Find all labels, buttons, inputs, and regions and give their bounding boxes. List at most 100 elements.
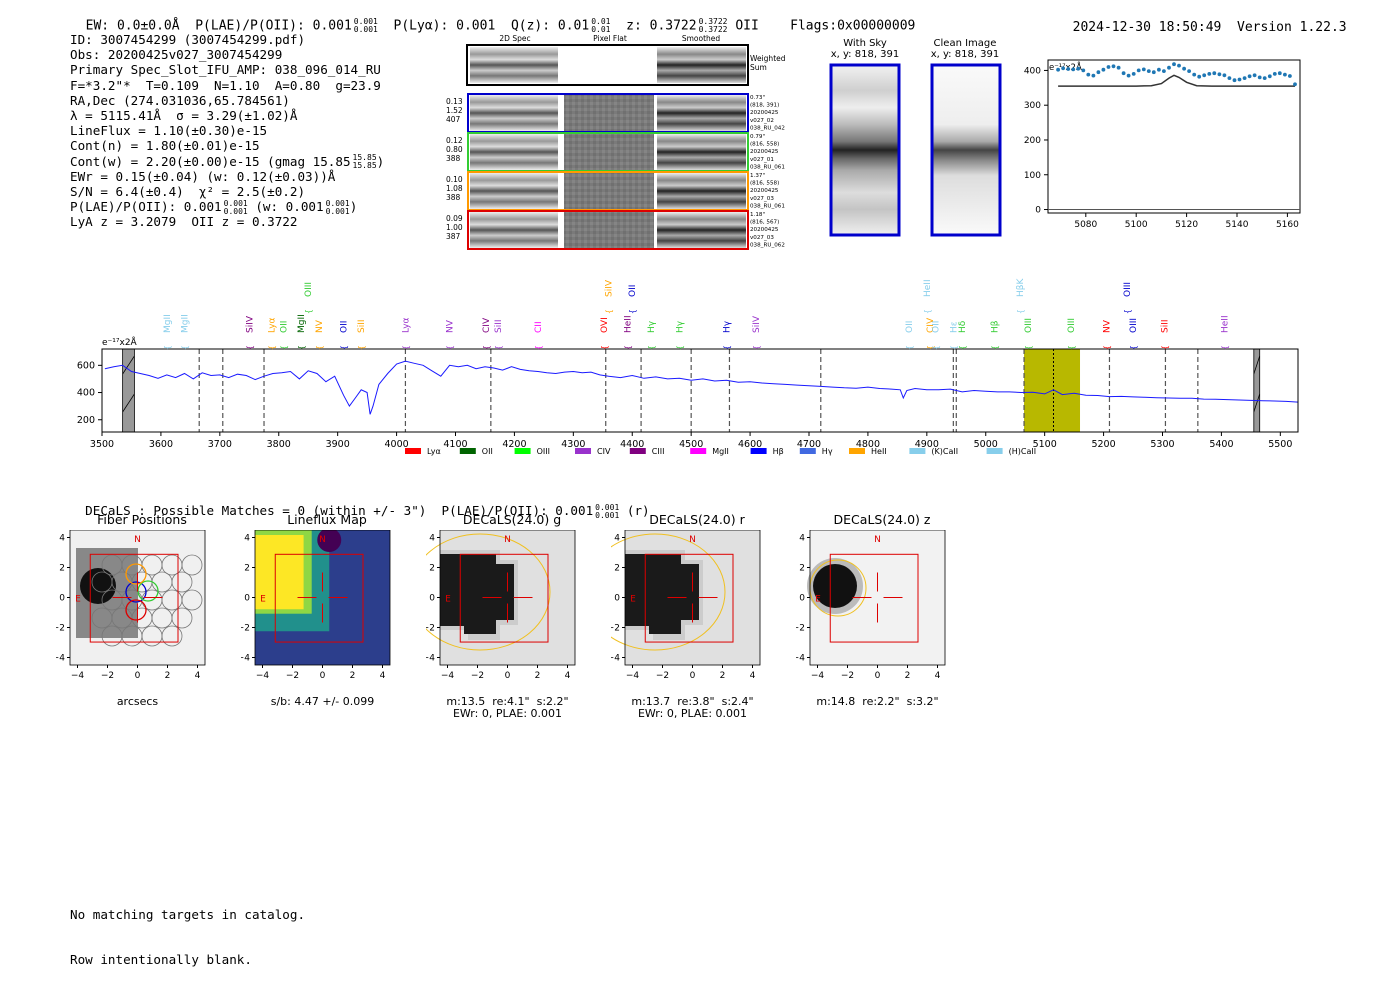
decals-panel-image: N E −4 −4 −2 −2 0 0 2 2 4 4 (611, 530, 761, 681)
zoom-point (1202, 73, 1207, 78)
decals-caption-line-1: s/b: 4.47 +/- 0.099 (270, 695, 375, 708)
zoom-point (1061, 66, 1065, 71)
spec-line-label-text: CII (534, 321, 544, 333)
fiber-circle (171, 607, 193, 629)
spec-line-label-brace: { (991, 345, 1000, 350)
header-plae: P(LAE)/P(OII): 0.001 (195, 18, 352, 34)
cutout-meta-0-3: v027_02 (750, 118, 774, 124)
zoom-ytick-label: 100 (1024, 171, 1041, 181)
header-qz: Q(z): 0.01 (510, 18, 590, 34)
panel-ytick-label: −2 (611, 624, 620, 634)
cutout-v3-0: 407 (446, 115, 461, 124)
panel-xtick-label: 2 (905, 671, 911, 681)
panel-ytick-label: 0 (614, 594, 620, 604)
spec-line-label: HeII { (1220, 315, 1230, 350)
legend-swatch (690, 448, 707, 454)
fiber-circle (181, 589, 203, 611)
decals-summary: DECaLS : Possible Matches = 0 (within +/… (70, 488, 650, 520)
header-plae-sub: 0.001 (353, 25, 378, 34)
spec-line-label-brace: { (163, 345, 172, 350)
cutout-v3-2: 388 (446, 193, 461, 202)
spec-xtick-label: 4300 (561, 439, 585, 450)
spec-line-label-brace: { (647, 345, 656, 350)
panel-xtick-label: 4 (750, 671, 756, 681)
zoom-point (1217, 72, 1222, 77)
weighted-label-a: Weighted (750, 54, 786, 63)
zoom-ytick-label: 400 (1024, 66, 1041, 76)
legend-label: Hβ (773, 447, 784, 456)
panel-xtick-label: −2 (101, 671, 114, 681)
decals-panel-caption: m:13.7 re:3.8" s:2.4" EWr: 0, PLAE: 0.001 (625, 696, 760, 720)
spec-line-label-text: SiII (1160, 319, 1170, 333)
spec-line-label: CII { (534, 321, 544, 350)
spec-line-label-high-text: SiIV (605, 279, 615, 297)
footer-line-2: Row intentionally blank. (70, 952, 252, 967)
spec-line-label-text: CIV (926, 317, 936, 333)
zoom-point (1096, 70, 1101, 75)
cutout-meta-1-0: 0.79" (750, 134, 765, 140)
spec-line-label: MgII { (297, 314, 307, 350)
zoom-point (1081, 68, 1086, 73)
spec-xtick-label: 5300 (1150, 439, 1174, 450)
cutout-col-flat: Pixel Flat (593, 34, 627, 43)
panel-ytick-label: 4 (244, 534, 250, 544)
decals-caption-line-1: arcsecs (116, 695, 159, 708)
panel-xtick-label: 2 (350, 671, 356, 681)
decals-summary-end: (r) (626, 503, 650, 518)
cutout-meta-0-1: (818, 391) (750, 103, 779, 109)
spec-line-label-text: OVI (600, 317, 610, 333)
spec-line-label: OIII { (1067, 318, 1077, 350)
spec-ytick-label: 600 (77, 360, 95, 371)
spec-xtick-label: 4200 (502, 439, 526, 450)
zoom-point (1267, 74, 1272, 79)
east-label: E (630, 595, 636, 605)
zoom-point (1288, 74, 1292, 78)
red-box (459, 553, 549, 643)
decals-panel-image: N E −4 −4 −2 −2 0 0 2 2 4 4 (56, 530, 206, 681)
spec-xtick-label: 5000 (974, 439, 998, 450)
info-params: F=*3.2"* T=0.109 N=1.10 A=0.80 g=23.9 (70, 77, 381, 93)
zoom-point (1277, 71, 1282, 76)
cutout-v3-3: 387 (446, 232, 461, 241)
cutout-smooth-1 (657, 134, 746, 170)
panel-xtick-label: 2 (165, 671, 171, 681)
zoom-point (1131, 72, 1136, 76)
spec-line-label: Hγ { (675, 320, 685, 350)
panel-ytick-label: 2 (614, 564, 620, 574)
panel-xtick-label: 0 (690, 671, 696, 681)
north-label: N (134, 535, 141, 545)
spec-line-label-brace: { (181, 345, 190, 350)
panel-ytick-label: −4 (426, 654, 435, 664)
panel-xtick-label: 2 (535, 671, 541, 681)
legend-label: Hγ (822, 447, 833, 456)
panel-ytick-label: 2 (799, 564, 805, 574)
sky-title: With Sky (843, 38, 887, 49)
panel-ytick-label: −2 (426, 624, 435, 634)
spec-line-label: SiII { (1160, 319, 1170, 350)
cutout-meta-2-3: v027_03 (750, 196, 774, 202)
clean-image (930, 63, 1002, 237)
spec-line-label-brace: { (401, 345, 410, 350)
cutout-meta-2-1: (816, 558) (750, 181, 779, 187)
zoom-point (1222, 73, 1227, 78)
full-spectrum-chart: 3500 3600 3700 3800 3900 4000 4100 4200 4300 4400… (77, 277, 1299, 456)
decals-panel-image: N E −4 −4 −2 −2 0 0 2 2 4 4 (241, 530, 391, 681)
info-lambda: λ = 5115.41Å σ = 3.29(±1.02)Å (70, 107, 298, 123)
zoom-point (1257, 75, 1262, 80)
spec-line-label-brace: { (1024, 345, 1033, 350)
decals-caption-line-1: m:14.8 re:2.2" s:3.2" (816, 695, 939, 708)
spec-xtick-label: 3700 (208, 439, 232, 450)
north-label: N (504, 535, 511, 545)
zoom-point (1247, 74, 1252, 79)
decals-summary-text: DECaLS : Possible Matches = 0 (within +/… (85, 503, 594, 518)
spec-xtick-label: 4700 (797, 439, 821, 450)
spec-line-label-high-brace: { (304, 309, 313, 314)
decals-panel-image: N E −4 −4 −2 −2 0 0 2 2 4 4 (796, 530, 946, 681)
decals-panel-title: DECaLS(24.0) z (833, 512, 931, 527)
spec-line-label-brace: { (723, 345, 732, 350)
spec-line-label: Hγ { (647, 320, 657, 350)
red-box (644, 553, 734, 643)
panel-xtick-label: −4 (256, 671, 270, 681)
header-z-line: OII (735, 18, 759, 34)
weighted-smooth (657, 47, 746, 83)
